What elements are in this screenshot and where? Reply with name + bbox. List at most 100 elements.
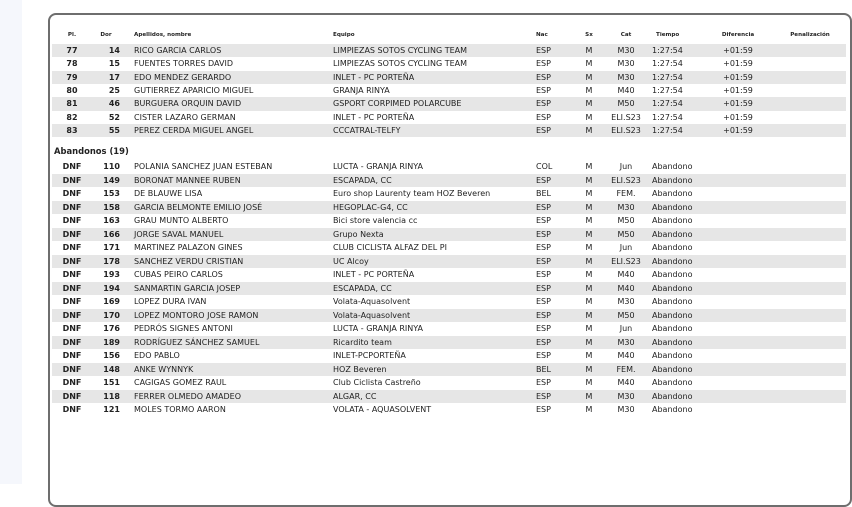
cell-name: BORONAT MANNEE RUBEN [134,175,241,185]
dnf-row: DNF 169 LOPEZ DURA IVAN Volata-Aquasolvent E… [52,295,846,308]
cell-team: Bici store valencia cc [333,216,418,225]
cell-nac: ESP [536,351,551,360]
cell-pl: DNF [62,324,82,333]
left-sidebar-strip [0,0,22,484]
cell-pl: DNF [62,256,82,266]
cell-sx: M [585,310,593,320]
cell-name: EDO MENDEZ GERARDO [134,72,232,82]
cell-dor: 194 [103,283,120,293]
cell-dor: 166 [103,229,120,239]
cell-name: CUBAS PEIRO CARLOS [134,270,223,279]
cell-time: 1:27:54 [652,59,683,69]
cell-pl: DNF [62,189,82,198]
cell-team: ESCAPADA, CC [333,283,392,293]
cell-name: JORGE SAVAL MANUEL [134,229,224,239]
cell-cat: M30 [617,337,635,347]
cell-team: Grupo Nexta [333,229,384,239]
cell-nac: ESP [536,59,551,69]
cell-pl: 77 [66,46,78,55]
cell-time: Abandono [652,283,693,293]
cell-pl: DNF [62,364,82,374]
cell-cat: ELI.S23 [611,175,641,185]
dnf-row: DNF 194 SANMARTIN GARCIA JOSEP ESCAPADA, CC… [52,281,846,295]
cell-diff: +01:59 [723,99,753,109]
cell-sx: M [585,283,593,293]
dnf-row: DNF 193 CUBAS PEIRO CARLOS INLET - PC PORTE… [52,268,846,281]
cell-time: Abandono [652,202,693,212]
cell-nac: ESP [536,202,551,212]
result-row: 80 25 GUTIERREZ APARICIO MIGUEL GRANJA RINY… [52,84,846,97]
cell-team: Ricardito team [333,337,392,347]
cell-diff: +01:59 [723,59,753,69]
cell-time: Abandono [652,162,693,171]
cell-name: PEDRÓS SIGNES ANTONI [134,324,233,333]
result-row: 82 52 CISTER LAZARO GERMAN INLET - PC PORTE… [52,111,846,124]
cell-sx: M [585,126,593,136]
cell-dor: 110 [103,162,120,171]
cell-name: RODRÍGUEZ SÁNCHEZ SAMUEL [134,337,260,347]
cell-time: 1:27:54 [652,46,683,55]
cell-team: GSPORT CORPIMED POLARCUBE [333,99,462,109]
cell-name: GARCIA BELMONTE EMILIO JOSÉ [134,202,263,212]
cell-sx: M [585,270,593,279]
cell-dor: 14 [108,46,120,55]
cell-time: Abandono [652,216,693,225]
header-nac: Nac [536,32,548,38]
cell-sx: M [585,364,593,374]
cell-cat: Jun [619,162,633,171]
cell-cat: M30 [617,59,635,69]
cell-pl: DNF [62,243,82,252]
cell-cat: FEM. [616,189,636,198]
cell-team: Club Ciclista Castreño [333,378,421,387]
cell-cat: M40 [617,378,635,387]
cell-cat: M40 [617,351,635,360]
cell-cat: M30 [617,297,635,306]
cell-name: FUENTES TORRES DAVID [134,59,234,69]
cell-time: Abandono [652,297,693,306]
cell-cat: M30 [617,46,635,55]
header-time: Tiempo [656,32,680,38]
cell-nac: ESP [536,112,551,122]
cell-name: MARTINEZ PALAZON GINES [134,243,243,252]
cell-nac: ESP [536,283,551,293]
cell-dor: 170 [103,310,120,320]
cell-pl: DNF [62,175,82,185]
cell-team: LIMPIEZAS SOTOS CYCLING TEAM [333,59,468,69]
cell-diff: +01:59 [723,126,753,136]
cell-nac: ESP [536,86,551,96]
cell-nac: ESP [536,297,551,306]
dnf-row: DNF 166 JORGE SAVAL MANUEL Grupo Nexta ESP M M… [52,227,846,241]
cell-time: Abandono [652,351,693,360]
cell-team: INLET - PC PORTEÑA [333,112,415,122]
cell-team: HOZ Beveren [333,364,387,374]
dnf-row: DNF 110 POLANIA SANCHEZ JUAN ESTEBAN LUCTA … [52,160,846,173]
cell-dor: 189 [103,337,120,347]
cell-sx: M [585,189,593,198]
cell-cat: ELI.S23 [611,112,641,122]
cell-nac: ESP [536,46,551,55]
cell-diff: +01:59 [723,112,753,122]
cell-pl: 79 [66,72,78,82]
cell-nac: ESP [536,310,551,320]
cell-dor: 148 [103,364,120,374]
cell-nac: ESP [536,126,551,136]
cell-pl: DNF [62,310,82,320]
cell-sx: M [585,243,593,252]
cell-nac: ESP [536,324,551,333]
dnf-row: DNF 151 CAGIGAS GOMEZ RAUL Club Ciclista Ca… [52,376,846,389]
dnf-row: DNF 153 DE BLAUWE LISA Euro shop Laurenty t… [52,187,846,200]
cell-dor: 15 [108,59,120,69]
cell-sx: M [585,256,593,266]
cell-dor: 156 [103,351,120,360]
cell-pl: 82 [66,112,78,122]
cell-cat: M50 [617,229,635,239]
cell-pl: DNF [62,378,82,387]
cell-time: Abandono [652,378,693,387]
cell-nac: ESP [536,391,551,401]
cell-name: POLANIA SANCHEZ JUAN ESTEBAN [134,162,273,171]
cell-nac: ESP [536,216,551,225]
cell-time: Abandono [652,364,693,374]
header-team: Equipo [333,32,355,38]
cell-cat: M30 [617,391,635,401]
cell-time: Abandono [652,189,693,198]
